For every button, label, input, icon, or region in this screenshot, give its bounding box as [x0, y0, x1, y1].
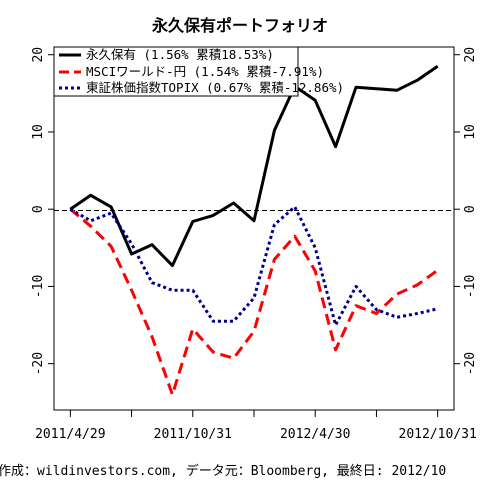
series-line-2 [69, 205, 439, 327]
plot-frame [53, 46, 455, 411]
legend: 永久保有 (1.56% 累積18.53%) MSCIワールド-円 (1.54% … [53, 46, 344, 97]
x-tick-label-3: 2012/10/31 [399, 427, 477, 442]
x-tick-label-2: 2012/4/30 [280, 427, 350, 442]
y-tick-label-left-4: 20 [31, 47, 46, 63]
y-tick-label-right-3: 10 [463, 124, 478, 140]
series-lines [69, 65, 439, 397]
y-tick-label-left-3: 10 [31, 124, 46, 140]
legend-label-2: 東証株価指数TOPIX (0.67% 累積-12.86%) [86, 80, 344, 95]
x-tick-label-0: 2011/4/29 [35, 427, 105, 442]
y-tick-label-left-1: -10 [31, 275, 46, 298]
y-tick-label-right-2: 0 [463, 205, 478, 213]
y-tick-label-left-2: 0 [31, 205, 46, 213]
x-tick-label-1: 2011/10/31 [154, 427, 232, 442]
y-tick-label-right-1: -10 [463, 275, 478, 298]
series-line-0 [69, 65, 439, 268]
axes: -20 -20 -10 -10 0 0 10 10 20 20 2011/4/29 2011/10/3… [31, 47, 478, 442]
legend-label-1: MSCIワールド-円 (1.54% 累積-7.91%) [86, 64, 324, 79]
y-tick-label-left-0: -20 [31, 352, 46, 375]
y-tick-label-right-4: 20 [463, 47, 478, 63]
legend-box [53, 46, 299, 97]
y-tick-label-right-0: -20 [463, 352, 478, 375]
series-line-1 [69, 208, 439, 397]
legend-label-0: 永久保有 (1.56% 累積18.53%) [86, 47, 274, 62]
footer-credit: 作成：wildinvestors.com, データ元：Bloomberg, 最終… [0, 463, 446, 479]
chart-title: 永久保有ポートフォリオ [151, 16, 328, 35]
